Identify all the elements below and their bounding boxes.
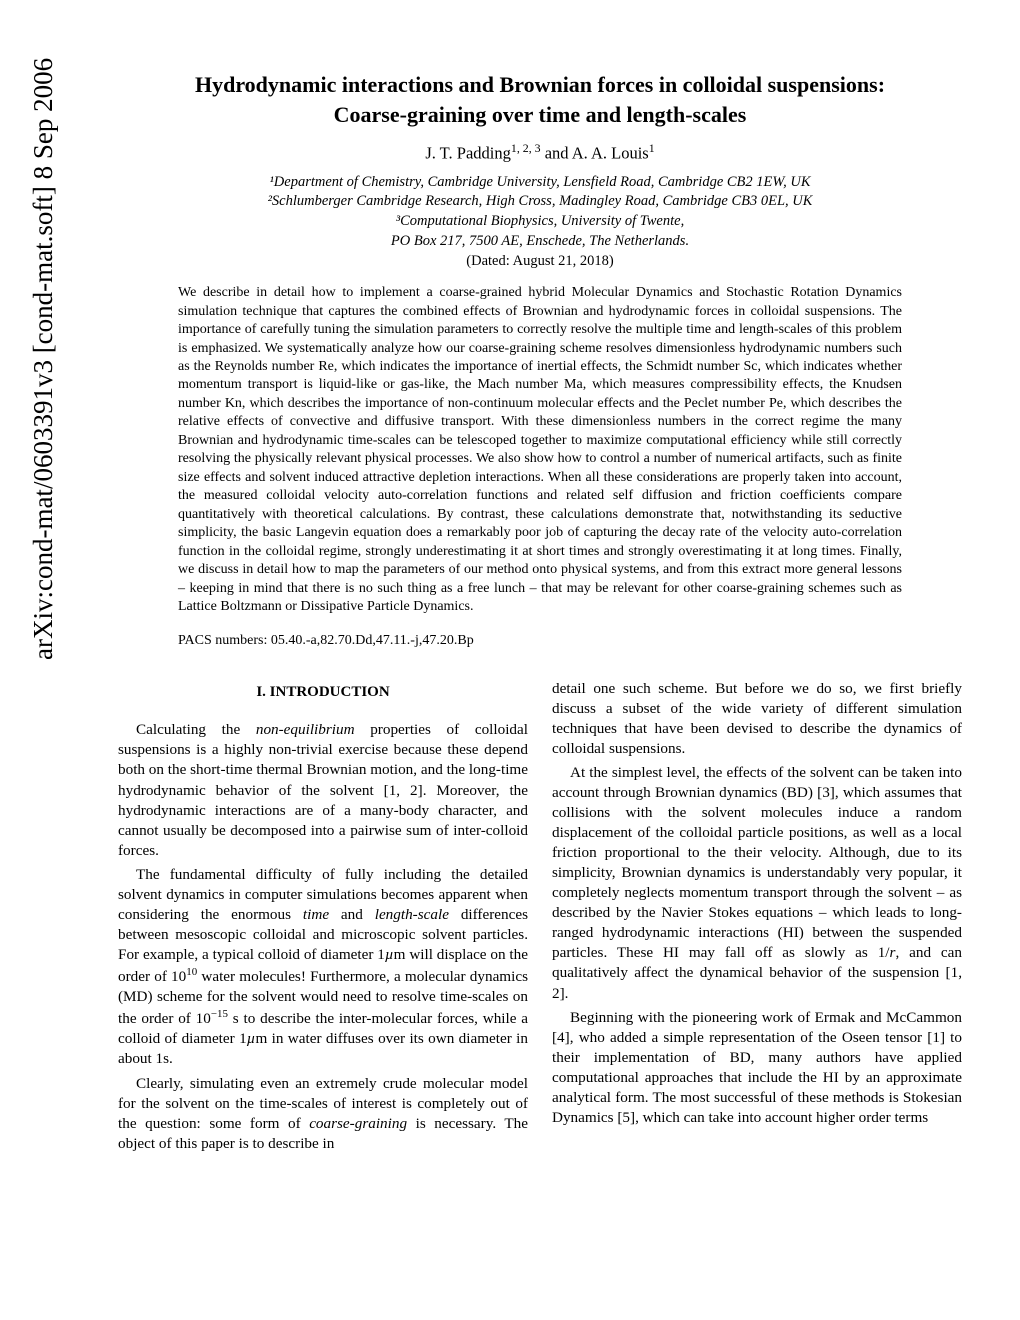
affiliation-2: ²Schlumberger Cambridge Research, High C…	[268, 193, 813, 209]
paragraph-3: Clearly, simulating even an extremely cr…	[118, 1074, 528, 1154]
paragraph-2: The fundamental difficulty of fully incl…	[118, 865, 528, 1070]
arxiv-identifier: arXiv:cond-mat/0603391v3 [cond-mat.soft]…	[28, 58, 59, 660]
title-line-2: Coarse-graining over time and length-sca…	[334, 102, 747, 127]
paragraph-4: detail one such scheme. But before we do…	[552, 679, 962, 759]
pacs-line: PACS numbers: 05.40.-a,82.70.Dd,47.11.-j…	[178, 633, 902, 649]
paper-title: Hydrodynamic interactions and Brownian f…	[118, 70, 962, 129]
paper-page: Hydrodynamic interactions and Brownian f…	[118, 70, 962, 1154]
paragraph-1: Calculating the non-equilibrium properti…	[118, 720, 528, 860]
title-line-1: Hydrodynamic interactions and Brownian f…	[195, 72, 885, 97]
abstract: We describe in detail how to implement a…	[178, 284, 902, 616]
affiliations: ¹Department of Chemistry, Cambridge Univ…	[118, 173, 962, 251]
date-line: (Dated: August 21, 2018)	[118, 253, 962, 270]
paragraph-5: At the simplest level, the effects of th…	[552, 763, 962, 1004]
affiliation-1: ¹Department of Chemistry, Cambridge Univ…	[269, 174, 810, 190]
paragraph-6: Beginning with the pioneering work of Er…	[552, 1008, 962, 1128]
authors: J. T. Padding1, 2, 3 and A. A. Louis1	[118, 141, 962, 164]
affiliation-3: ³Computational Biophysics, University of…	[396, 213, 684, 229]
section-heading-intro: I. INTRODUCTION	[118, 683, 528, 703]
body-columns: I. INTRODUCTION Calculating the non-equi…	[118, 679, 962, 1154]
affiliation-4: PO Box 217, 7500 AE, Enschede, The Nethe…	[391, 233, 689, 249]
